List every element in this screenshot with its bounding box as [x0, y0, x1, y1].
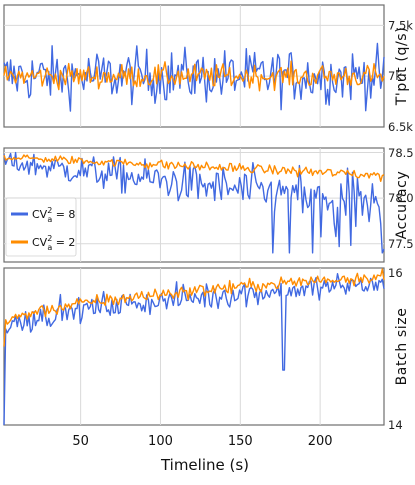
- legend: CV2 a = 8 CV2 a = 2: [5, 197, 77, 257]
- y-axis-label: T'put (q/s): [394, 27, 410, 107]
- y-axis-label: Accuracy: [394, 171, 410, 240]
- x-tick-label: 50: [72, 434, 89, 449]
- y-axis-label: Batch size: [394, 308, 410, 386]
- series-line-cv2: [3, 268, 385, 347]
- y-tick-label: 77.5: [388, 237, 414, 251]
- series-line-cv2: [3, 60, 385, 92]
- y-tick-label: 16: [388, 266, 403, 280]
- y-tick-label: 7.5k: [388, 18, 413, 32]
- y-tick-label: 78.5: [388, 146, 414, 160]
- x-tick-label: 200: [308, 434, 333, 449]
- series-line-cv8: [3, 273, 385, 426]
- legend-label: CV2 a = 8: [32, 206, 75, 224]
- panel-batch-size: 14 16 Batch size: [3, 266, 410, 432]
- y-tick-label: 7k: [388, 69, 402, 83]
- x-axis-label: Timeline (s): [160, 456, 249, 474]
- legend-label: CV2 a = 2: [32, 234, 75, 252]
- plot-area: [3, 267, 385, 426]
- panel-throughput: 6.5k 7k 7.5kT'put (q/s): [3, 4, 413, 134]
- series-line-cv8: [3, 42, 385, 112]
- y-tick-label: 78.0: [388, 191, 414, 205]
- x-tick-label: 150: [228, 434, 253, 449]
- y-tick-label: 14: [388, 418, 403, 432]
- y-tick-label: 6.5k: [388, 120, 413, 134]
- series-line-cv2: [3, 154, 385, 182]
- x-tick-label: 100: [148, 434, 173, 449]
- series-line-cv8: [3, 151, 385, 254]
